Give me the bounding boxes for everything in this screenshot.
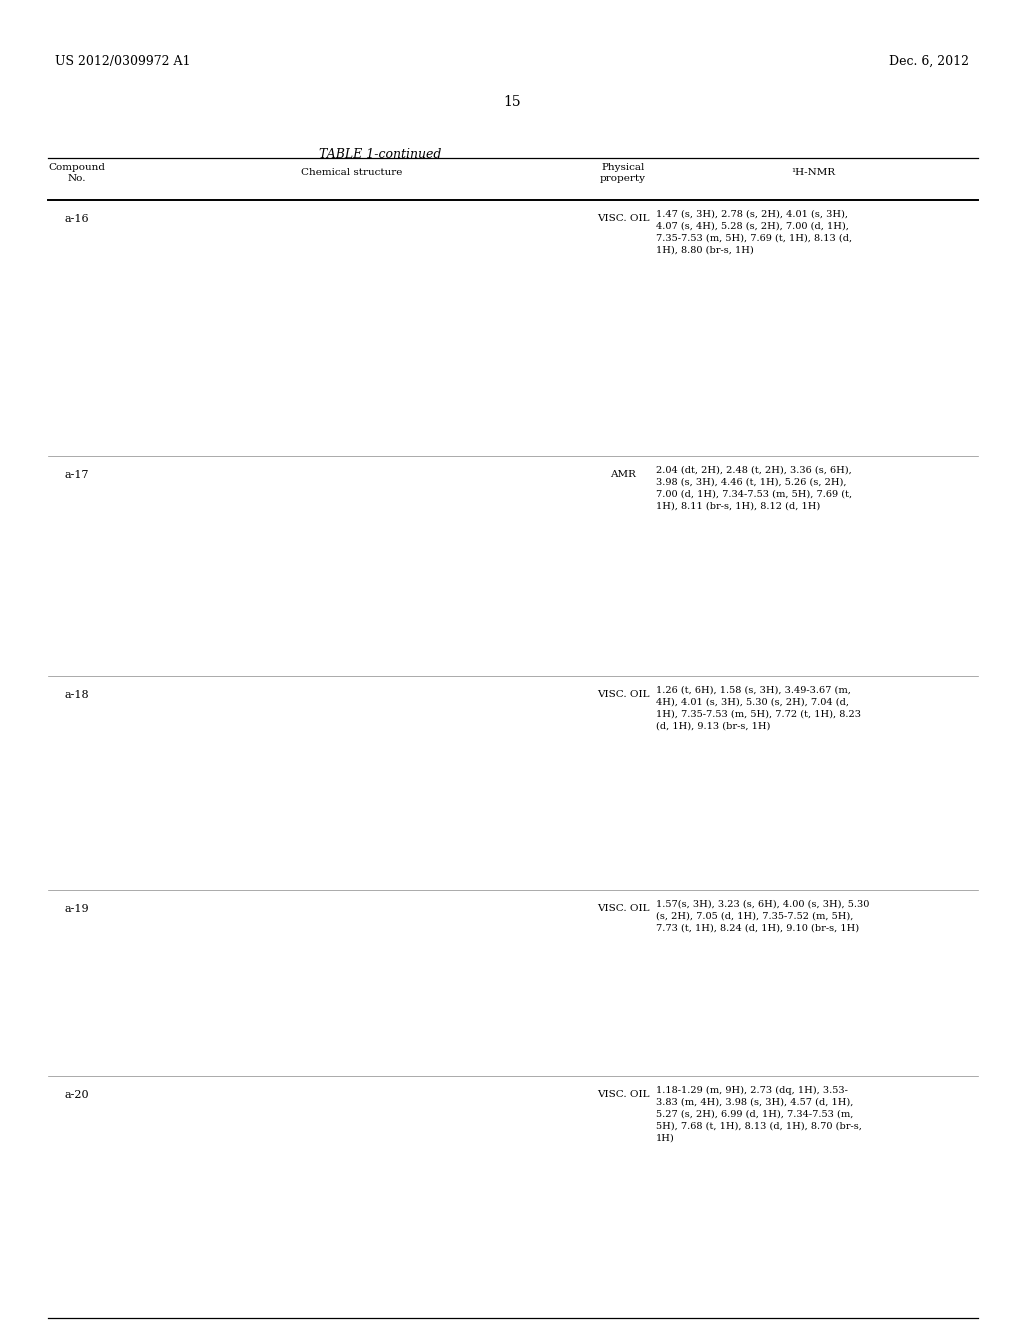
Text: 1.18-1.29 (m, 9H), 2.73 (dq, 1H), 3.53-
3.83 (m, 4H), 3.98 (s, 3H), 4.57 (d, 1H): 1.18-1.29 (m, 9H), 2.73 (dq, 1H), 3.53- … bbox=[656, 1086, 862, 1142]
Text: 1.57(s, 3H), 3.23 (s, 6H), 4.00 (s, 3H), 5.30
(s, 2H), 7.05 (d, 1H), 7.35-7.52 (: 1.57(s, 3H), 3.23 (s, 6H), 4.00 (s, 3H),… bbox=[656, 900, 869, 933]
Text: a-20: a-20 bbox=[65, 1090, 89, 1100]
Text: TABLE 1-continued: TABLE 1-continued bbox=[318, 148, 441, 161]
Text: 2.04 (dt, 2H), 2.48 (t, 2H), 3.36 (s, 6H),
3.98 (s, 3H), 4.46 (t, 1H), 5.26 (s, : 2.04 (dt, 2H), 2.48 (t, 2H), 3.36 (s, 6H… bbox=[656, 466, 852, 511]
Text: a-18: a-18 bbox=[65, 690, 89, 700]
Text: Compound
No.: Compound No. bbox=[48, 162, 105, 183]
Text: a-19: a-19 bbox=[65, 904, 89, 913]
Text: VISC. OIL: VISC. OIL bbox=[597, 904, 649, 913]
Text: a-16: a-16 bbox=[65, 214, 89, 224]
Text: Physical
property: Physical property bbox=[600, 162, 646, 183]
Text: a-17: a-17 bbox=[65, 470, 89, 480]
Text: 1.26 (t, 6H), 1.58 (s, 3H), 3.49-3.67 (m,
4H), 4.01 (s, 3H), 5.30 (s, 2H), 7.04 : 1.26 (t, 6H), 1.58 (s, 3H), 3.49-3.67 (m… bbox=[656, 686, 861, 730]
Text: VISC. OIL: VISC. OIL bbox=[597, 214, 649, 223]
Text: Chemical structure: Chemical structure bbox=[301, 168, 402, 177]
Text: 15: 15 bbox=[503, 95, 521, 110]
Text: VISC. OIL: VISC. OIL bbox=[597, 1090, 649, 1100]
Text: 1.47 (s, 3H), 2.78 (s, 2H), 4.01 (s, 3H),
4.07 (s, 4H), 5.28 (s, 2H), 7.00 (d, 1: 1.47 (s, 3H), 2.78 (s, 2H), 4.01 (s, 3H)… bbox=[656, 210, 852, 255]
Text: VISC. OIL: VISC. OIL bbox=[597, 690, 649, 700]
Text: ¹H-NMR: ¹H-NMR bbox=[791, 168, 835, 177]
Text: Dec. 6, 2012: Dec. 6, 2012 bbox=[889, 55, 969, 69]
Text: US 2012/0309972 A1: US 2012/0309972 A1 bbox=[55, 55, 190, 69]
Text: AMR: AMR bbox=[610, 470, 636, 479]
